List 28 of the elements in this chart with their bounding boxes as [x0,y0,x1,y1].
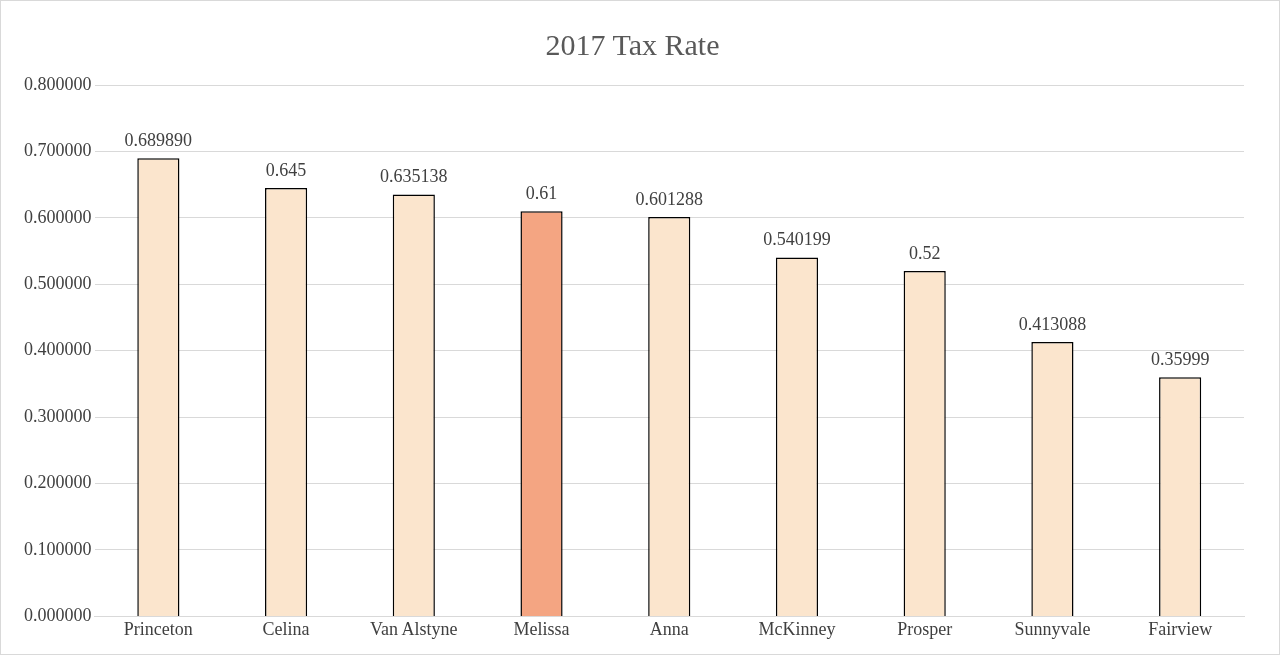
data-label: 0.52 [908,242,941,263]
y-tick-label: 0.000000 [24,605,92,626]
x-tick-label: Fairview [1148,618,1213,639]
y-tick-label: 0.500000 [24,273,92,294]
x-tick-label: Prosper [897,618,953,639]
x-tick-label: Celina [262,618,310,639]
x-tick-label: Melissa [513,618,570,639]
data-label: 0.601288 [635,188,703,209]
y-tick-label: 0.400000 [24,339,92,360]
y-tick-label: 0.300000 [24,405,92,426]
x-tick-label: Van Alstyne [370,618,458,639]
data-label: 0.35999 [1150,349,1210,370]
y-tick-label: 0.100000 [24,538,92,559]
y-tick-label: 0.600000 [24,206,92,227]
data-label: 0.413088 [1018,313,1087,334]
data-label: 0.645 [265,159,307,180]
chart-title: 2017 Tax Rate [545,27,720,61]
x-tick-label: McKinney [758,618,836,639]
data-label: 0.689890 [124,129,193,150]
x-tick-label: Princeton [123,618,193,639]
x-tick-label: Anna [649,618,689,639]
y-tick-label: 0.800000 [24,73,92,94]
x-tick-label: Sunnyvale [1014,618,1091,639]
data-label: 0.540199 [763,229,831,250]
y-tick-label: 0.200000 [24,472,92,493]
data-label: 0.635138 [380,166,448,187]
y-tick-label: 0.700000 [24,140,92,161]
data-label: 0.61 [525,182,558,203]
